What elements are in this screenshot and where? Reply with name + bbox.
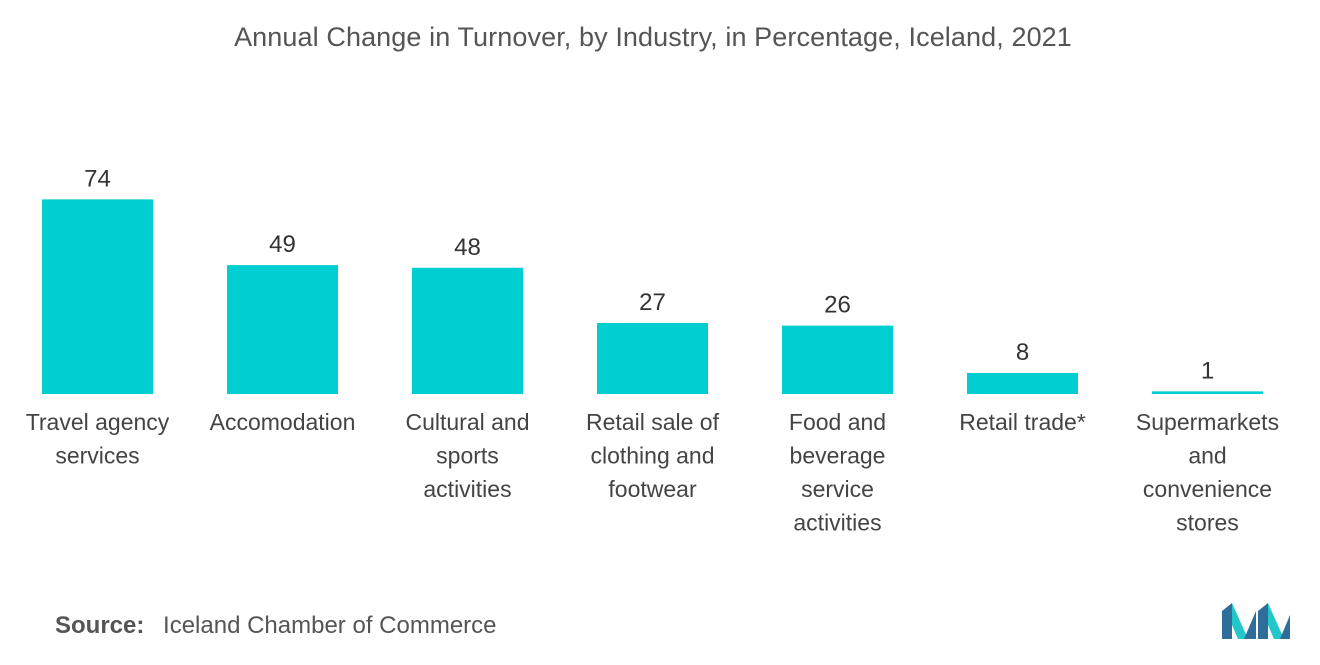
category-label-line: Cultural and: [405, 409, 529, 435]
bar: [227, 265, 338, 394]
bar: [42, 199, 153, 394]
bar-value-label: 49: [269, 231, 296, 258]
category-label-line: Retail sale of: [586, 409, 720, 435]
category-label: Supermarkets and convenience stores: [1136, 409, 1279, 536]
bar: [412, 267, 523, 394]
bar-value-label: 48: [454, 234, 481, 261]
bar-value-label: 26: [824, 292, 851, 319]
category-label: Retail sale of clothing and footwear: [586, 409, 720, 502]
chart-title: Annual Change in Turnover, by Industry, …: [234, 22, 1072, 52]
category-label: Travel agency services: [26, 409, 170, 469]
bar: [967, 372, 1078, 394]
category-label-line: footwear: [608, 476, 697, 502]
category-label: Cultural and sports activities: [405, 409, 529, 502]
source-text: Iceland Chamber of Commerce: [163, 612, 497, 639]
category-label: Food and beverage service activities: [789, 409, 886, 536]
category-label-line: Supermarkets: [1136, 409, 1279, 435]
category-label-line: service: [801, 476, 874, 502]
source-label: Source:: [55, 612, 145, 639]
category-label: Accomodation: [210, 409, 356, 435]
bar-value-label: 1: [1201, 357, 1214, 384]
category-label-line: Retail trade*: [959, 409, 1086, 435]
category-label-line: services: [55, 443, 139, 469]
category-label-line: beverage: [790, 443, 886, 469]
bar-value-label: 27: [639, 289, 666, 316]
category-label-line: convenience: [1143, 476, 1272, 502]
bar: [1152, 391, 1263, 394]
category-label-line: activities: [793, 510, 881, 536]
bar-value-label: 74: [84, 165, 111, 192]
category-label-line: stores: [1176, 510, 1239, 536]
bar: [782, 325, 893, 394]
brand-logo-icon: [1222, 603, 1290, 639]
bar: [597, 322, 708, 394]
category-label-line: and: [1188, 443, 1226, 469]
category-label: Retail trade*: [959, 409, 1086, 435]
category-label-line: clothing and: [590, 443, 714, 469]
category-label-line: Travel agency: [26, 409, 170, 435]
bar-value-label: 8: [1016, 339, 1029, 366]
category-label-line: activities: [423, 476, 511, 502]
category-label-line: Accomodation: [210, 409, 356, 435]
category-label-line: Food and: [789, 409, 886, 435]
category-label-line: sports: [436, 443, 499, 469]
source-note: Source: Iceland Chamber of Commerce: [55, 612, 497, 640]
